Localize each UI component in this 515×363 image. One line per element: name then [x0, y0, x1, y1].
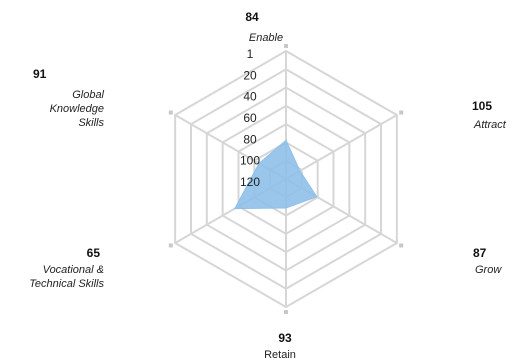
tick-label: 120 — [240, 175, 260, 189]
axis-score: 87 — [473, 246, 487, 260]
axis-score: 84 — [245, 10, 259, 24]
data-point — [234, 208, 236, 210]
axis-name: Skills — [78, 117, 104, 129]
axis-name: Retain — [264, 349, 296, 361]
axis-end-marker — [168, 243, 173, 248]
axis-labels: 84 Enable 105 Attract 87 Grow 93 Retain 65 Vocati… — [29, 10, 507, 361]
tick-label: 60 — [243, 111, 257, 125]
axis-spoke — [285, 114, 398, 180]
axis-name: Vocational & — [43, 264, 104, 276]
axis-score: 91 — [33, 67, 47, 81]
axis-score: 65 — [87, 246, 101, 260]
axis-score: 93 — [278, 331, 292, 345]
data-point — [285, 139, 287, 141]
data-point — [258, 162, 260, 164]
axis-name: Technical Skills — [29, 278, 104, 290]
axis-end-marker — [168, 110, 173, 115]
axis-end-marker — [399, 110, 404, 115]
tick-label: 20 — [243, 68, 257, 82]
axis-end-marker — [284, 310, 288, 314]
tick-label: 1 — [247, 47, 254, 61]
axis-name: Enable — [249, 32, 283, 44]
tick-label: 100 — [240, 154, 260, 168]
axis-end-marker — [399, 243, 404, 248]
axis-name: Global — [72, 89, 104, 101]
axis-name: Knowledge — [50, 103, 104, 115]
data-area-group — [233, 139, 318, 210]
axis-score: 105 — [472, 99, 492, 113]
axis-end-marker — [284, 44, 288, 48]
data-point — [285, 207, 287, 209]
tick-label: 80 — [243, 132, 257, 146]
data-point — [316, 196, 318, 198]
axis-name: Attract — [473, 119, 507, 131]
tick-label: 40 — [243, 90, 257, 104]
data-point — [299, 170, 301, 172]
axis-name: Grow — [475, 264, 502, 276]
